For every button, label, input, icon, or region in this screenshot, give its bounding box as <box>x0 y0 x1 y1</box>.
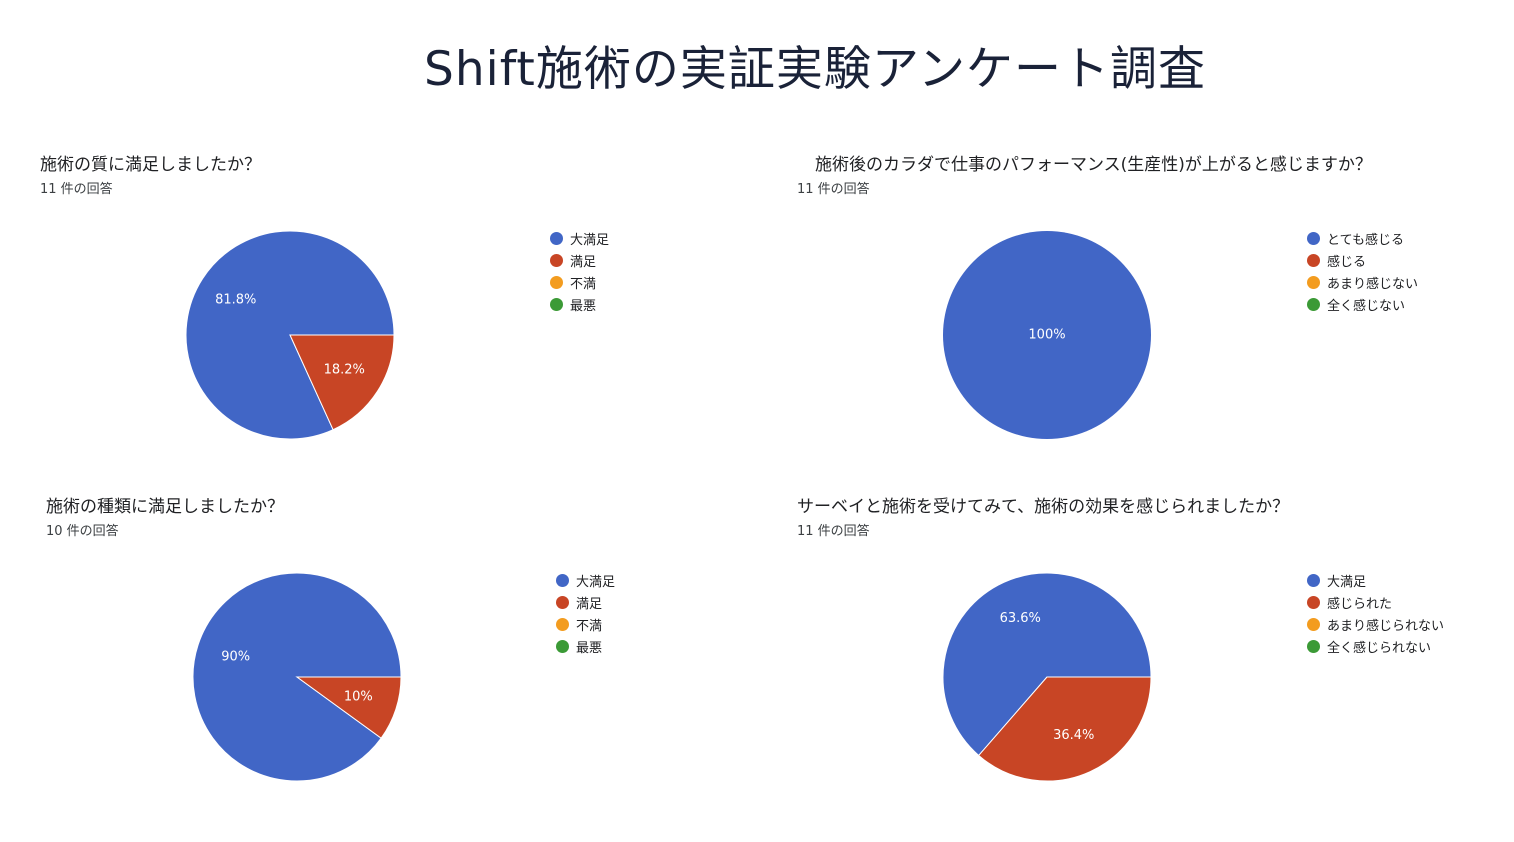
pie-slice <box>978 676 1152 782</box>
legend-label: あまり感じない <box>1327 276 1419 292</box>
pie-chart: 81.8% 18.2% <box>185 230 395 440</box>
legend-item: 最悪 <box>556 635 615 657</box>
legend-label: あまり感じられない <box>1327 618 1445 634</box>
legend-item: あまり感じられない <box>1307 613 1444 635</box>
slice-label: 63.6% <box>1000 611 1041 626</box>
legend-item: 全く感じない <box>1307 293 1418 315</box>
chart-title: 施術の種類に満足しましたか？ <box>46 497 284 517</box>
legend-label: 不満 <box>570 276 597 292</box>
legend-label: 満足 <box>570 254 597 270</box>
pie-slice <box>943 231 1151 439</box>
slice-label: 100% <box>1028 328 1065 343</box>
legend-item: 全く感じられない <box>1307 635 1444 657</box>
legend-item: 不満 <box>556 613 615 635</box>
pie-chart: 100% <box>943 231 1151 439</box>
legend-label: 大満足 <box>576 574 616 590</box>
slice-label: 10% <box>344 689 373 704</box>
pie-slice <box>289 334 395 431</box>
slice-label: 18.2% <box>324 362 365 377</box>
legend-item: 大満足 <box>550 227 609 249</box>
legend-marker <box>556 595 569 609</box>
legend-label: とても感じる <box>1327 232 1404 248</box>
legend-marker <box>1307 275 1320 289</box>
legend-item: 大満足 <box>1307 569 1444 591</box>
legend-item: 満足 <box>550 249 609 271</box>
response-count: 11 件の回答 <box>797 524 870 539</box>
pie-chart: 63.6% 36.4% <box>942 572 1152 782</box>
legend-marker <box>550 253 563 267</box>
legend-label: 全く感じられない <box>1327 640 1432 656</box>
slice-label: 36.4% <box>1053 728 1094 743</box>
chart-legend: とても感じる 感じるあまり感じない 全く感じない <box>1307 227 1418 315</box>
legend-marker <box>556 639 569 653</box>
legend-marker <box>1307 639 1320 653</box>
legend-item: 満足 <box>556 591 615 613</box>
chart-legend: 大満足感じられたあまり感じられない 全く感じられない <box>1307 569 1444 657</box>
legend-item: 感じる <box>1307 249 1418 271</box>
legend-item: あまり感じない <box>1307 271 1418 293</box>
chart-title: 施術の質に満足しましたか？ <box>40 155 261 175</box>
legend-item: 大満足 <box>556 569 615 591</box>
pie-chart: 90% 10% <box>192 572 402 782</box>
legend-label: 最悪 <box>576 640 603 656</box>
pie-slice <box>185 230 395 440</box>
legend-label: 大満足 <box>570 232 610 248</box>
legend-marker <box>550 231 563 245</box>
legend-marker <box>1307 231 1320 245</box>
legend-marker <box>556 617 569 631</box>
slice-label: 90% <box>221 650 250 665</box>
legend-label: 感じられた <box>1327 596 1393 612</box>
page-title: Shift施術の実証実験アンケート調査 <box>424 42 1206 97</box>
legend-label: 満足 <box>576 596 603 612</box>
pie-slice <box>942 572 1152 757</box>
response-count: 11 件の回答 <box>40 182 113 197</box>
legend-marker <box>550 275 563 289</box>
legend-item: 最悪 <box>550 293 609 315</box>
chart-legend: 大満足 満足 不満 最悪 <box>550 227 609 315</box>
chart-panel-treatment-type: 施術の種類に満足しましたか？ 10 件の回答 90% 10% 大満足満足不満最悪 <box>46 492 766 822</box>
chart-panel-effect: サーベイと施術を受けてみて、施術の効果を感じられましたか？ 11 件の回答 63… <box>797 492 1514 822</box>
legend-item: 不満 <box>550 271 609 293</box>
legend-marker <box>1307 595 1320 609</box>
legend-item: とても感じる <box>1307 227 1418 249</box>
legend-marker <box>556 573 569 587</box>
legend-label: 全く感じない <box>1327 298 1406 314</box>
legend-item: 感じられた <box>1307 591 1444 613</box>
chart-legend: 大満足 満足 不満 最悪 <box>556 569 615 657</box>
legend-label: 感じる <box>1327 254 1367 270</box>
pie-slice <box>295 676 402 739</box>
response-count: 10 件の回答 <box>46 524 119 539</box>
legend-label: 最悪 <box>570 298 597 314</box>
legend-marker <box>550 297 563 311</box>
legend-label: 不満 <box>576 618 603 634</box>
legend-marker <box>1307 617 1320 631</box>
response-count: 11 件の回答 <box>797 182 870 197</box>
legend-marker <box>1307 297 1320 311</box>
slice-label: 81.8% <box>215 293 256 308</box>
legend-marker <box>1307 253 1320 267</box>
legend-marker <box>1307 573 1320 587</box>
chart-title: 施術後のカラダで仕事のパフォーマンス(生産性)が上がると感じますか？ <box>815 155 1372 175</box>
chart-panel-performance: 施術後のカラダで仕事のパフォーマンス(生産性)が上がると感じますか？ 11 件の… <box>797 150 1514 480</box>
legend-label: 大満足 <box>1327 574 1367 590</box>
chart-title: サーベイと施術を受けてみて、施術の効果を感じられましたか？ <box>797 497 1290 517</box>
chart-panel-quality: 施術の質に満足しましたか？ 11 件の回答 81.8% 18.2% 大満足満足不満… <box>40 150 760 480</box>
